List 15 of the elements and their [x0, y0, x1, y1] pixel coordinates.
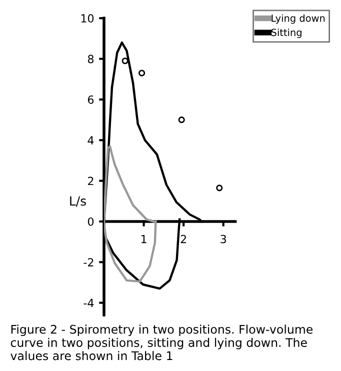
y-tick-label: -2	[84, 258, 94, 266]
y-tick-label: 8	[88, 54, 94, 64]
y-axis-title: L/s	[70, 196, 86, 207]
caption: Figure 2 - Spirometry in two positions. Flow-volume curve in two positions, sitting and lying down. The values are shown in Table 1	[10, 324, 313, 360]
x-tick-label: 1	[141, 235, 146, 244]
legend-label: Lying down	[272, 14, 325, 24]
y-tick-label: 2	[88, 176, 94, 186]
x-tick-label: 3	[220, 234, 226, 244]
y-tick-label: 6	[88, 95, 94, 104]
x-tick-label: 2	[180, 234, 186, 244]
y-tick-label: -4	[84, 298, 94, 308]
y-tick-label: 10	[81, 14, 94, 23]
y-tick-label: 0	[88, 217, 94, 226]
y-tick-label: 4	[88, 136, 94, 144]
legend-label: Sitting	[271, 28, 302, 38]
